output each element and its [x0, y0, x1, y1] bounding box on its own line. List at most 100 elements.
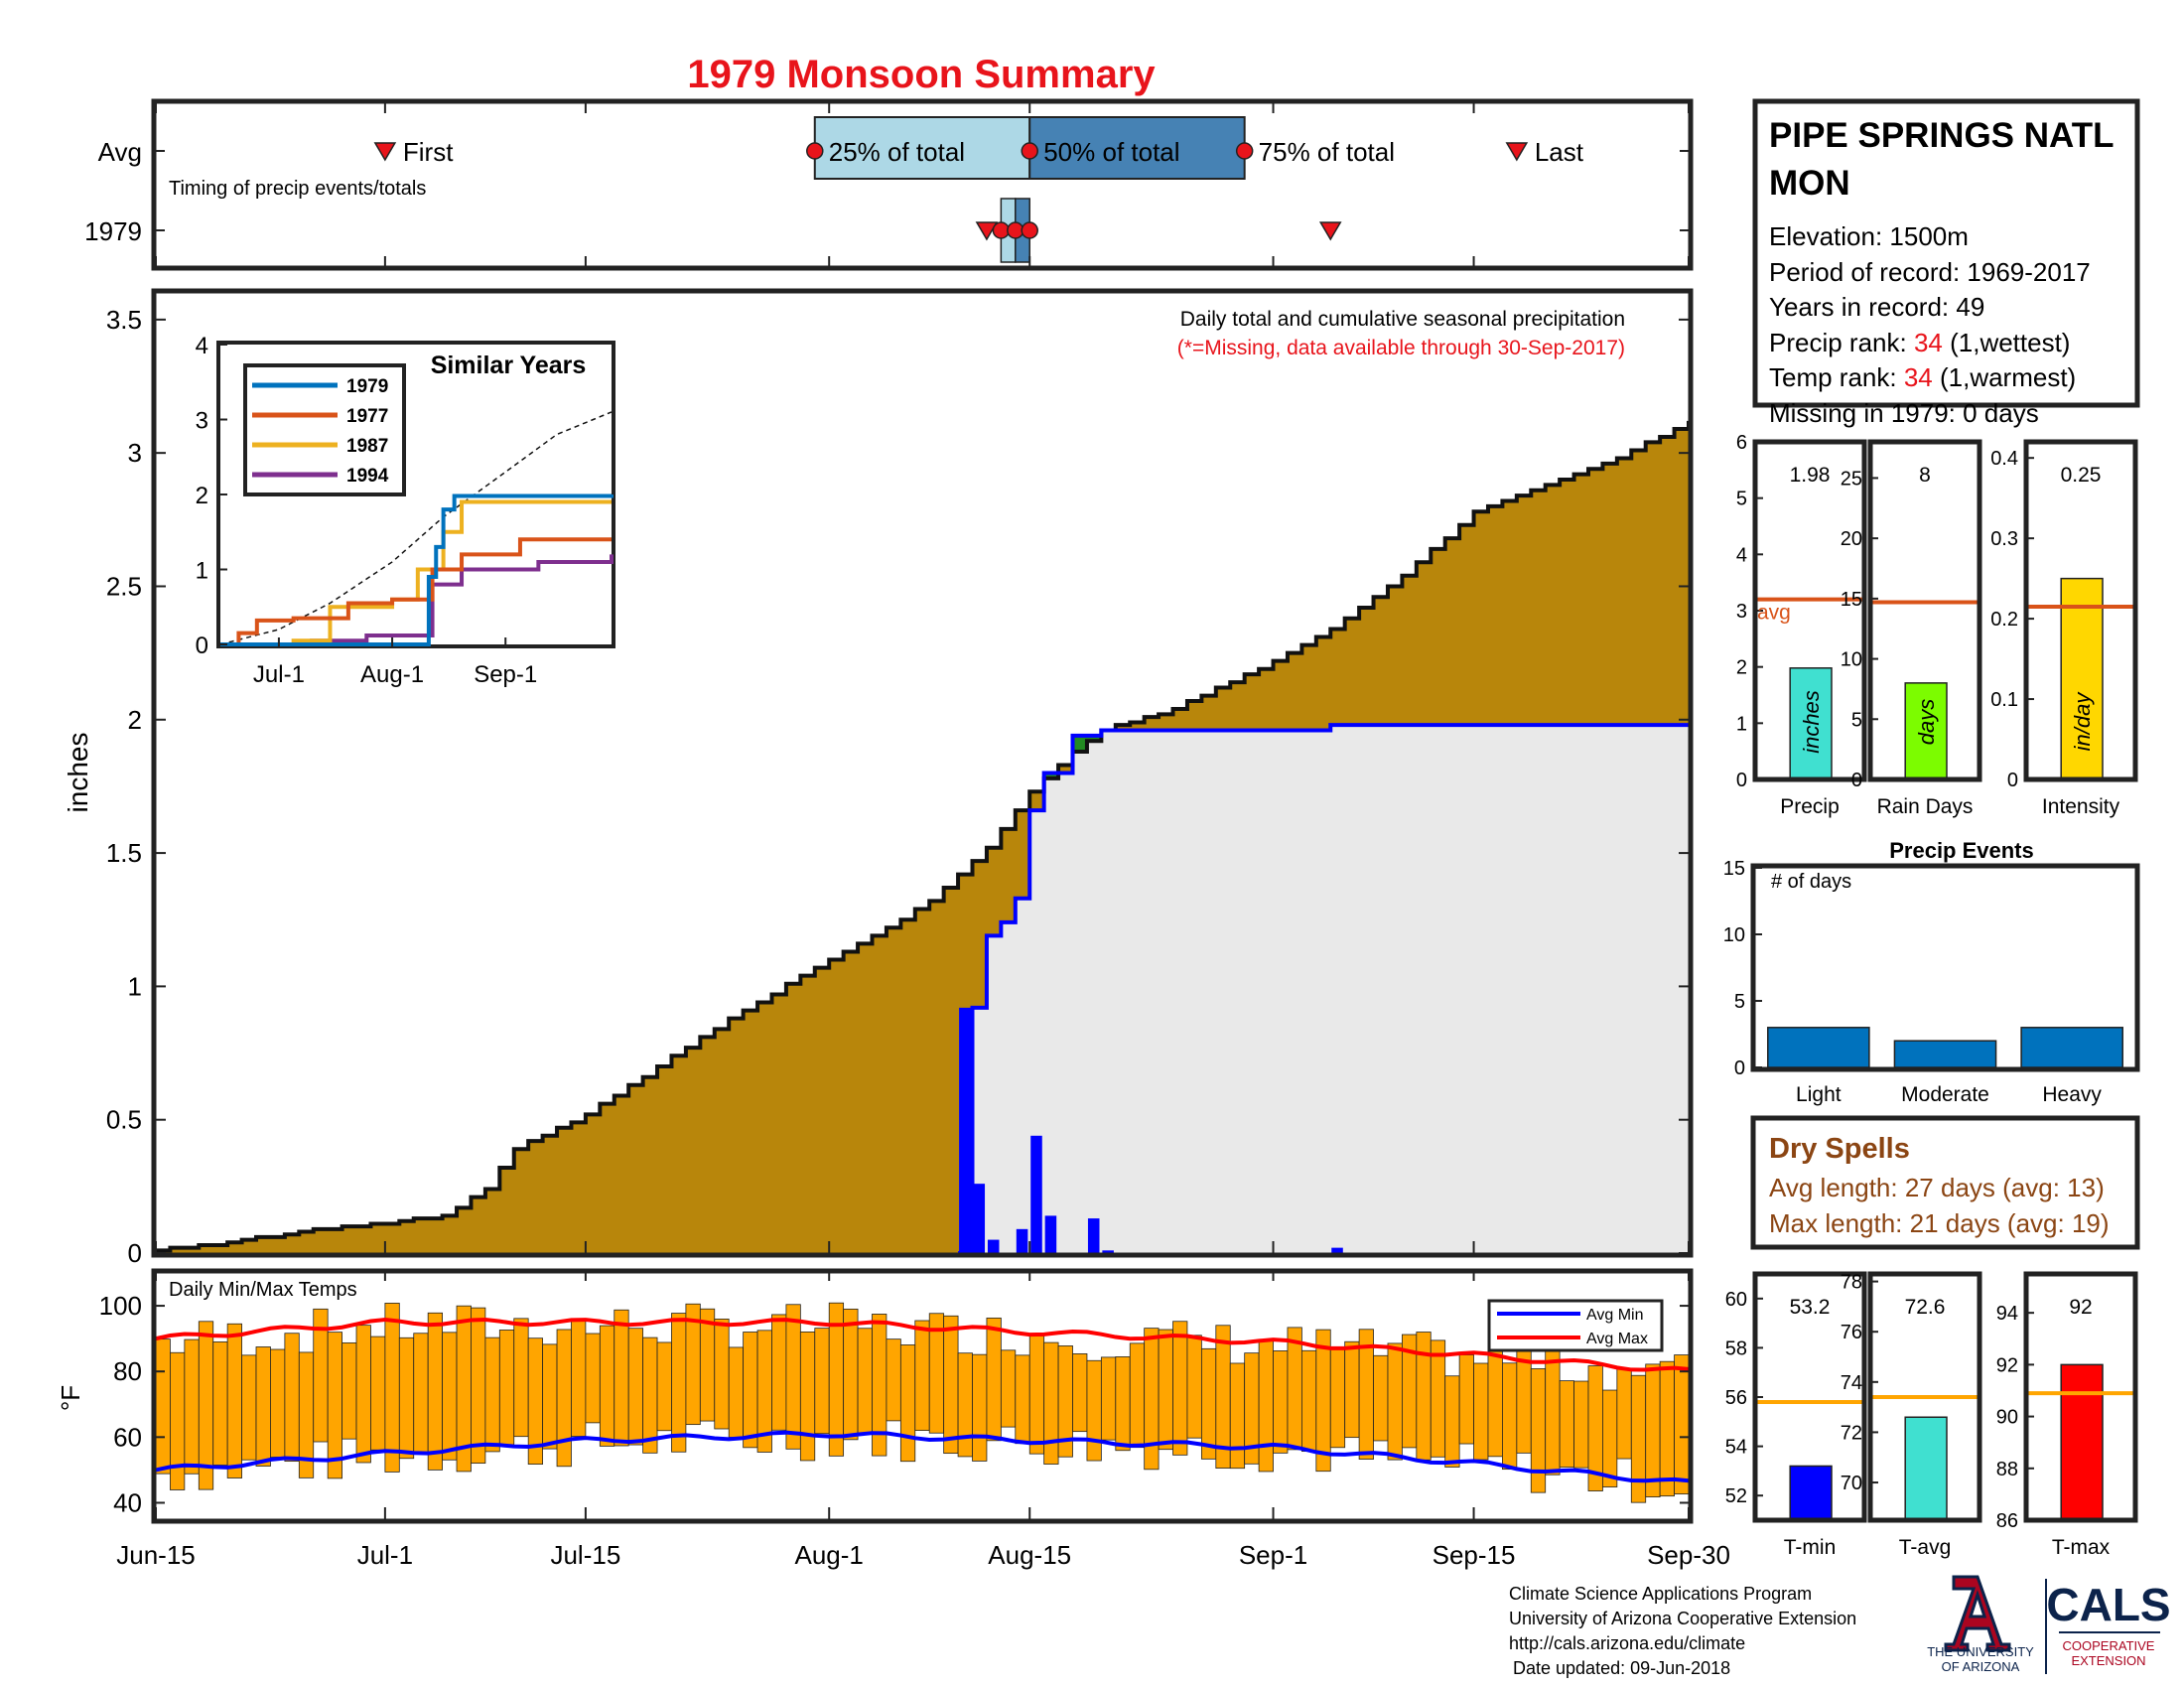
tmax-panel-tick-label: 90 — [1996, 1407, 2018, 1429]
timing-avg-50-75-box — [1028, 116, 1246, 180]
x-tick-label: Jun-15 — [116, 1540, 196, 1570]
intensity-panel: 0 0.1 0.2 0.3 0.4 0.25 Intensity in/day — [1990, 439, 2138, 818]
tmin-panel-bar — [1789, 1465, 1833, 1521]
timing-row-year-label: 1979 — [84, 216, 142, 246]
daily-temp-bar — [427, 1312, 443, 1471]
station-elevation: Elevation: 1500m — [1769, 221, 1969, 251]
daily-temp-bar — [1186, 1335, 1202, 1439]
daily-temp-bar — [1573, 1380, 1589, 1469]
daily-temp-bar — [1129, 1342, 1146, 1449]
precip-events-chart: Precip Events # of days Light Moderate Hea… — [1723, 838, 2140, 1106]
raindays-panel-tick-label: 20 — [1841, 528, 1862, 550]
daily-temp-bar — [255, 1346, 271, 1467]
daily-temp-bar — [1315, 1329, 1331, 1473]
x-tick-label: Aug-15 — [988, 1540, 1071, 1570]
timing-1979-p75-marker — [1021, 221, 1038, 239]
above-avg-area-segment — [1086, 735, 1102, 742]
daily-temp-bar — [384, 1303, 400, 1473]
dry-spells-box: Dry Spells Avg length: 27 days (avg: 13)… — [1750, 1115, 2140, 1250]
daily-temp-bar — [699, 1308, 716, 1422]
temp-y-tick-label: 40 — [113, 1487, 142, 1517]
main-y-tick-label: 1 — [128, 971, 142, 1001]
intensity-panel-tick-label: 0.4 — [1990, 448, 2018, 470]
main-y-axis-label: inches — [63, 733, 93, 813]
timing-last-label: Last — [1535, 137, 1584, 167]
daily-temp-bar — [771, 1314, 787, 1431]
intensity-panel-unit: in/day — [2070, 691, 2095, 752]
daily-temp-bar — [513, 1318, 529, 1438]
raindays-panel-unit: days — [1914, 699, 1939, 745]
daily-temp-bar — [571, 1318, 587, 1437]
daily-temp-bar — [1028, 1335, 1045, 1455]
daily-precip-bar — [1016, 1228, 1028, 1253]
tmax-panel-tick-label: 88 — [1996, 1459, 2018, 1480]
inset-x-tick-label: Jul-1 — [253, 661, 305, 688]
similar-years-inset: 0 1 2 3 4 Jul-1 Aug-1 Sep-1 Similar Years 1979 … — [196, 333, 615, 688]
raindays-panel-tick-label: 0 — [1851, 770, 1862, 791]
arizona-a-icon — [1944, 1575, 2011, 1652]
inset-y-tick-label: 3 — [196, 408, 208, 435]
inset-y-tick-label: 2 — [196, 483, 208, 509]
inset-y-tick-label: 0 — [196, 633, 208, 659]
precip-rank-value: 34 — [1914, 328, 1943, 357]
main-y-tick-label: 2 — [128, 705, 142, 735]
footer-line3: http://cals.arizona.edu/climate — [1509, 1633, 1745, 1653]
daily-temp-bar — [341, 1341, 357, 1440]
inset-x-tick-label: Aug-1 — [360, 661, 424, 688]
inset-title: Similar Years — [431, 352, 587, 379]
temp-y-axis-label: °F — [56, 1385, 85, 1411]
daily-temp-bar — [1100, 1356, 1117, 1441]
station-name-line1: PIPE SPRINGS NATL — [1769, 116, 2114, 155]
timing-1979-p25-marker — [992, 221, 1011, 239]
tmin-panel-tick-label: 54 — [1725, 1437, 1747, 1459]
main-note-line2: (*=Missing, data available through 30-Se… — [1177, 337, 1625, 359]
intensity-panel-tick-label: 0.2 — [1990, 609, 2018, 631]
tmax-panel: 86 88 90 92 94 92 T-max — [1996, 1271, 2138, 1559]
daily-precip-bar — [1102, 1250, 1114, 1253]
dry-spells-title: Dry Spells — [1769, 1133, 1910, 1165]
precip-panel: 0 1 2 3 4 5 6 1.98 Precip inches avg — [1736, 432, 1867, 818]
precip-panel-tick-label: 6 — [1736, 432, 1747, 454]
university-of-arizona-logo: THE UNIVERSITY OF ARIZONA — [1927, 1575, 2047, 1674]
intensity-panel-frame — [2023, 439, 2138, 782]
daily-temp-bar — [226, 1323, 242, 1478]
main-y-tick-label: 1.5 — [106, 838, 142, 868]
main-y-tick-label: 0 — [128, 1238, 142, 1268]
tmin-panel: 52 54 56 58 60 53.2 T-min — [1725, 1271, 1867, 1559]
daily-temp-bar — [1487, 1345, 1503, 1458]
tavg-panel-tick-label: 70 — [1841, 1473, 1862, 1494]
temp-y-tick-label: 60 — [113, 1422, 142, 1452]
daily-temp-bar — [241, 1354, 257, 1461]
precip-panel-unit: inches — [1799, 690, 1824, 754]
daily-temp-bar — [1144, 1328, 1160, 1471]
figure-title: 1979 Monsoon Summary — [687, 53, 1156, 96]
intensity-panel-tick-label: 0.1 — [1990, 689, 2018, 711]
footer-line2: University of Arizona Cooperative Extens… — [1509, 1609, 1856, 1628]
raindays-panel: 0 5 10 15 20 25 8 Rain Days days — [1841, 439, 1982, 818]
event-bar-heavy — [2020, 1027, 2123, 1068]
tavg-panel-label: T-avg — [1899, 1536, 1952, 1559]
raindays-panel-tick-label: 10 — [1841, 649, 1862, 671]
legend-label-avg-min: Avg Min — [1586, 1307, 1644, 1324]
daily-temp-bar — [728, 1346, 745, 1438]
footer-line1: Climate Science Applications Program — [1509, 1584, 1812, 1604]
cals-sub-line1: COOPERATIVE — [2063, 1638, 2155, 1653]
intensity-panel-value: 0.25 — [2061, 464, 2102, 487]
station-name-line2: MON — [1769, 164, 1850, 203]
intensity-panel-tick-label: 0.3 — [1990, 528, 2018, 550]
daily-temp-bar — [370, 1336, 386, 1451]
daily-temp-bar — [1616, 1367, 1632, 1460]
inset-y-tick-label: 4 — [196, 333, 208, 359]
above-avg-area-segment — [1043, 773, 1059, 778]
daily-temp-bar — [498, 1330, 515, 1446]
tmin-panel-value: 53.2 — [1790, 1296, 1831, 1319]
daily-temp-bar — [1329, 1348, 1346, 1449]
daily-temp-bar — [743, 1332, 758, 1449]
daily-temp-bar — [1015, 1354, 1030, 1445]
daily-temp-bar — [614, 1309, 629, 1447]
daily-temp-bar — [442, 1332, 458, 1461]
main-y-tick-label: 2.5 — [106, 571, 142, 601]
daily-temp-bar — [656, 1341, 672, 1432]
daily-temp-bar — [1645, 1363, 1661, 1497]
tavg-panel-frame — [1867, 1271, 1982, 1523]
